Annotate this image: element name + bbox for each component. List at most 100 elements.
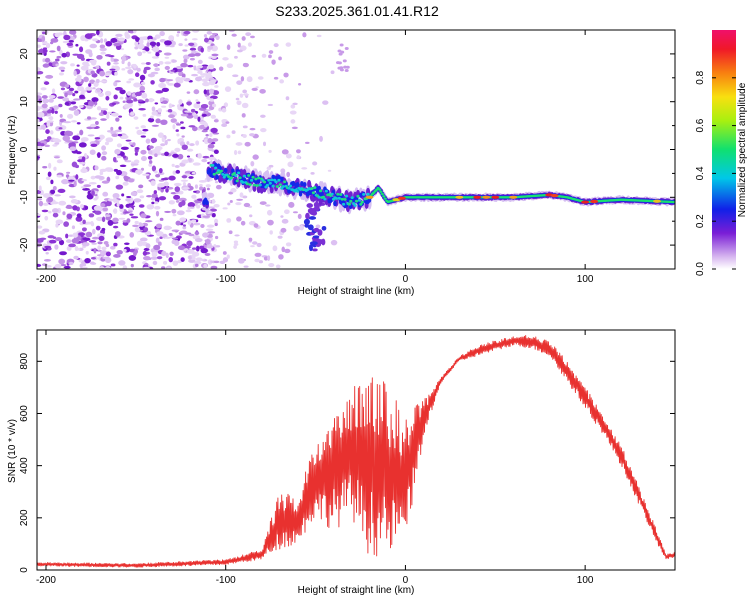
spectrogram-speckle-cell: [188, 259, 196, 263]
spectrogram-speckle-cell: [271, 59, 276, 65]
spectrogram-speckle-cell: [194, 231, 200, 235]
spectrogram-speckle-cell: [102, 207, 109, 212]
spectrogram-speckle-cell: [305, 141, 310, 145]
spectrogram-speckle-cell: [253, 223, 259, 228]
spectrogram-speckle-cell: [176, 210, 185, 216]
spectrogram-speckle-cell: [100, 203, 106, 208]
spectrogram-ridge-core: [362, 192, 366, 196]
spectrogram-ridge-core: [274, 180, 278, 184]
spectrogram-speckle-cell: [171, 208, 177, 214]
spectrogram-speckle-cell: [62, 97, 70, 102]
spectrogram-speckle-cell: [234, 234, 240, 237]
spectrogram-speckle-cell: [158, 241, 162, 246]
spectrogram-speckle-cell: [263, 256, 268, 261]
spectrogram-speckle-cell: [308, 216, 317, 220]
spectrogram-speckle-cell: [114, 129, 123, 133]
spectrogram-speckle-cell: [105, 137, 114, 143]
spectrogram-speckle-cell: [90, 123, 97, 128]
spectrogram-speckle-cell: [40, 87, 47, 91]
spectrogram-speckle-cell: [195, 140, 200, 146]
spectrogram-speckle-cell: [113, 254, 121, 258]
spectrogram-speckle-cell: [138, 184, 144, 189]
spectrogram-speckle-cell: [201, 113, 207, 117]
spectrogram-speckle-cell: [192, 247, 197, 250]
spectrogram-speckle-cell: [243, 62, 247, 66]
spectrogram-ridge-core: [350, 196, 354, 200]
spectrogram-speckle-cell: [238, 257, 245, 264]
spectrogram-ridge-core: [344, 194, 349, 198]
spectrogram-speckle-cell: [254, 258, 260, 263]
spectrogram-speckle-cell: [199, 183, 203, 187]
spectrogram-speckle-cell: [202, 215, 211, 218]
spectrogram-speckle-cell: [154, 67, 160, 72]
spectrogram-speckle-cell: [46, 120, 54, 123]
spectrogram-speckle-cell: [48, 162, 52, 169]
spectrogram-speckle-cell: [201, 129, 208, 133]
spectrogram-speckle-cell: [299, 225, 305, 231]
spectrogram-speckle-cell: [179, 217, 187, 222]
spectrogram-speckle-cell: [296, 149, 301, 154]
spectrogram-speckle-cell: [182, 49, 188, 52]
spectrogram-ridge-core: [379, 190, 383, 193]
spectrogram-speckle-cell: [112, 156, 117, 163]
spectrogram-speckle-cell: [241, 113, 246, 118]
spectrogram-speckle-cell: [52, 186, 57, 191]
spectrogram-speckle-cell: [183, 245, 192, 249]
spectrogram-ridge-mid: [213, 162, 218, 168]
spectrogram-speckle-cell: [57, 32, 64, 36]
spectrogram-ridge-core: [241, 181, 245, 184]
spectrogram-speckle-cell: [207, 71, 212, 76]
spectrogram-speckle-cell: [177, 245, 185, 251]
spectrogram-speckle-cell: [58, 200, 67, 206]
spectrogram-speckle-cell: [140, 81, 146, 86]
spectrogram-speckle-cell: [139, 90, 146, 93]
spectrogram-speckle-cell: [191, 219, 197, 223]
spectrogram-speckle-cell: [180, 257, 185, 262]
spectrogram-speckle-cell: [59, 251, 67, 256]
spectrogram-speckle-cell: [187, 53, 196, 57]
colorbar-tick-label: 0.4: [695, 166, 706, 180]
spectrogram-speckle-cell: [195, 99, 199, 102]
spectrogram-speckle-cell: [186, 114, 194, 119]
spectrogram-speckle-cell: [45, 42, 51, 49]
spectrogram-speckle-cell: [37, 213, 41, 216]
spectrogram-speckle-cell: [268, 50, 274, 54]
snr-xtick-label: -200: [36, 575, 56, 586]
spectrogram-speckle-cell: [230, 188, 237, 193]
snr-xlabel: Height of straight line (km): [298, 585, 415, 596]
spectrogram-speckle-cell: [51, 107, 55, 114]
spectrogram-speckle-cell: [188, 255, 192, 260]
spectrogram-speckle-cell: [231, 33, 237, 37]
spectrogram-speckle-cell: [183, 30, 191, 35]
spectrogram-speckle-cell: [42, 63, 50, 68]
spectrogram-speckle-cell: [63, 34, 71, 41]
spectrogram-speckle-cell: [83, 184, 92, 188]
spectrogram-speckle-cell: [78, 46, 84, 53]
spectrogram-speckle-cell: [57, 188, 66, 194]
spectrogram-speckle-cell: [186, 101, 192, 106]
spectrogram-ridge-core: [215, 171, 219, 175]
spectrogram-ridge-core: [281, 185, 285, 188]
spectrogram-speckle-cell: [82, 61, 89, 66]
spectrogram-speckle-cell: [187, 201, 196, 208]
spectrogram-speckle-cell: [189, 143, 195, 147]
spectrogram-speckle-cell: [212, 90, 220, 96]
spectrogram-speckle-cell: [204, 37, 209, 43]
spectrogram-speckle-cell: [161, 250, 167, 257]
spectrogram-ridge-core: [343, 197, 347, 201]
snr-ytick-label: 600: [19, 405, 30, 422]
spectrogram-speckle-cell: [135, 72, 140, 77]
spectrogram-speckle-cell: [141, 92, 148, 99]
spectrogram-speckle-cell: [73, 98, 81, 101]
spectrogram-speckle-cell: [158, 196, 167, 201]
spectrogram-speckle-cell: [151, 124, 160, 127]
spectrogram-speckle-cell: [42, 58, 46, 63]
spectrogram-speckle-cell: [213, 149, 219, 154]
spectrogram-speckle-cell: [169, 251, 174, 256]
spectrogram-speckle-cell: [165, 252, 169, 259]
colorbar-tick-label: 0.8: [695, 70, 706, 84]
spectrogram-speckle-cell: [214, 218, 219, 224]
spectrogram-speckle-cell: [76, 247, 81, 251]
spectrogram-speckle-cell: [204, 138, 209, 145]
